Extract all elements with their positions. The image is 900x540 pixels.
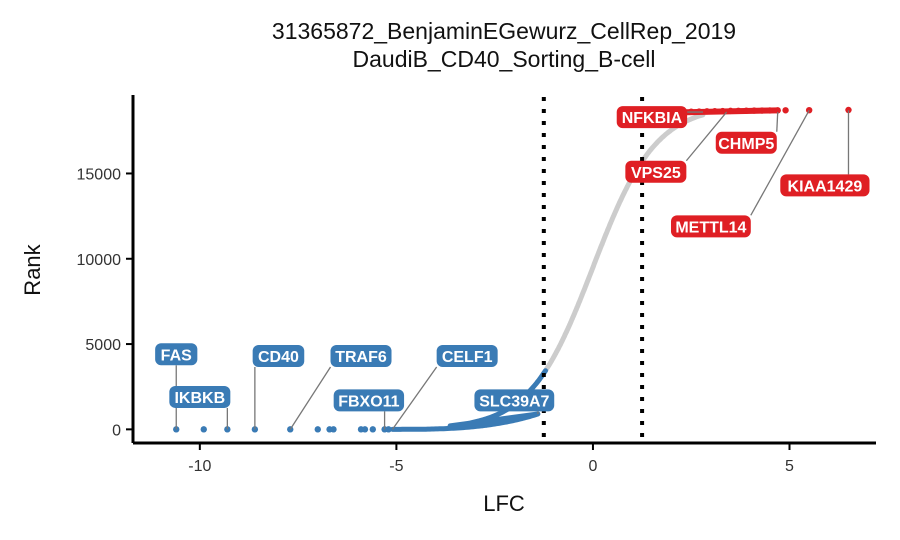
- annotation-traf6: TRAF6: [289, 345, 392, 430]
- annotation-label: CD40: [258, 349, 299, 366]
- annotation-fbxo11: FBXO11: [333, 389, 405, 430]
- data-point: [782, 107, 789, 114]
- data-point: [369, 426, 377, 433]
- chart-title-line-2: DaudiB_CD40_Sorting_B-cell: [353, 46, 656, 72]
- data-points: [173, 106, 852, 433]
- annotation-celf1: CELF1: [391, 345, 498, 430]
- annotation-box: [780, 174, 870, 197]
- annotation-box: [252, 345, 305, 367]
- annotation-slc39a7: SLC39A7: [474, 389, 555, 414]
- data-point: [774, 107, 781, 114]
- annotation-ikbkb: IKBKB: [169, 385, 231, 430]
- data-point: [727, 107, 734, 115]
- annotation-label: VPS25: [631, 165, 681, 182]
- y-tick-label: 15000: [77, 166, 122, 183]
- y-tick-label: 0: [112, 422, 121, 439]
- neutral-gene-curve: [390, 107, 781, 432]
- annotation-label: NFKBIA: [622, 110, 683, 127]
- annotation-label: CELF1: [442, 349, 493, 366]
- x-tick-label: 5: [785, 458, 794, 475]
- y-tick-label: 10000: [77, 252, 122, 269]
- annotation-connector: [289, 366, 332, 430]
- data-point: [750, 107, 758, 114]
- data-point: [758, 107, 766, 114]
- data-point: [703, 108, 711, 115]
- annotation-cd40: CD40: [252, 345, 305, 430]
- data-point: [845, 106, 852, 114]
- annotation-box: [474, 389, 555, 412]
- annotation-label: KIAA1429: [788, 178, 863, 195]
- data-point: [735, 107, 742, 114]
- annotation-box: [625, 160, 687, 183]
- data-point: [711, 108, 719, 115]
- axes: -10 -5 0 5 0 5000 10000 15000: [77, 95, 876, 475]
- data-point: [766, 107, 774, 114]
- annotation-fas: FAS: [155, 343, 198, 430]
- annotation-box: [715, 131, 777, 154]
- annotation-mettl14: METTL14: [670, 110, 810, 238]
- x-tick-label: 0: [588, 458, 597, 475]
- x-axis-label: LFC: [483, 491, 525, 516]
- data-point: [361, 426, 369, 433]
- annotation-label: SLC39A7: [479, 393, 549, 410]
- annotation-connector: [750, 110, 810, 216]
- data-point: [200, 426, 207, 433]
- annotation-connector: [685, 111, 728, 162]
- data-point: [314, 426, 321, 433]
- annotation-box: [616, 106, 688, 129]
- data-point: [330, 426, 337, 433]
- annotation-box: [670, 215, 751, 238]
- annotation-label: IKBKB: [174, 390, 225, 407]
- data-point: [743, 107, 750, 114]
- annotation-box: [330, 345, 392, 367]
- annotation-label: METTL14: [675, 219, 746, 236]
- chart-title: 31365872_BenjaminEGewurz_CellRep_2019 Da…: [272, 18, 736, 72]
- x-tick-label: -10: [188, 458, 211, 475]
- annotation-label: FAS: [161, 347, 192, 364]
- annotation-label: TRAF6: [335, 349, 387, 366]
- annotation-nfkbia: NFKBIA: [616, 106, 704, 129]
- annotation-box: [436, 345, 498, 367]
- x-tick-label: -5: [389, 458, 403, 475]
- annotation-label: FBXO11: [338, 393, 399, 410]
- y-tick-label: 5000: [85, 337, 121, 354]
- annotation-connector: [391, 366, 438, 430]
- annotation-label: CHMP5: [718, 136, 774, 153]
- data-point: [719, 107, 726, 115]
- annotation-box: [155, 343, 198, 366]
- gene-annotations: FAS IKBKB CD40 TRAF6 FBXO11 CELF1 SLC39A7 NFKBI…: [155, 106, 870, 430]
- data-point: [385, 426, 392, 433]
- neutral-curve: [543, 112, 706, 373]
- annotation-box: [169, 385, 231, 408]
- threshold-lines: [541, 97, 645, 443]
- annotation-box: [333, 389, 405, 412]
- annotation-vps25: VPS25: [625, 111, 728, 183]
- chart-title-line-1: 31365872_BenjaminEGewurz_CellRep_2019: [272, 18, 736, 44]
- y-axis-label: Rank: [20, 243, 45, 295]
- annotation-kiaa1429: KIAA1429: [780, 110, 870, 197]
- data-point: [805, 106, 813, 114]
- annotation-connector: [776, 112, 779, 132]
- annotation-chmp5: CHMP5: [715, 112, 779, 154]
